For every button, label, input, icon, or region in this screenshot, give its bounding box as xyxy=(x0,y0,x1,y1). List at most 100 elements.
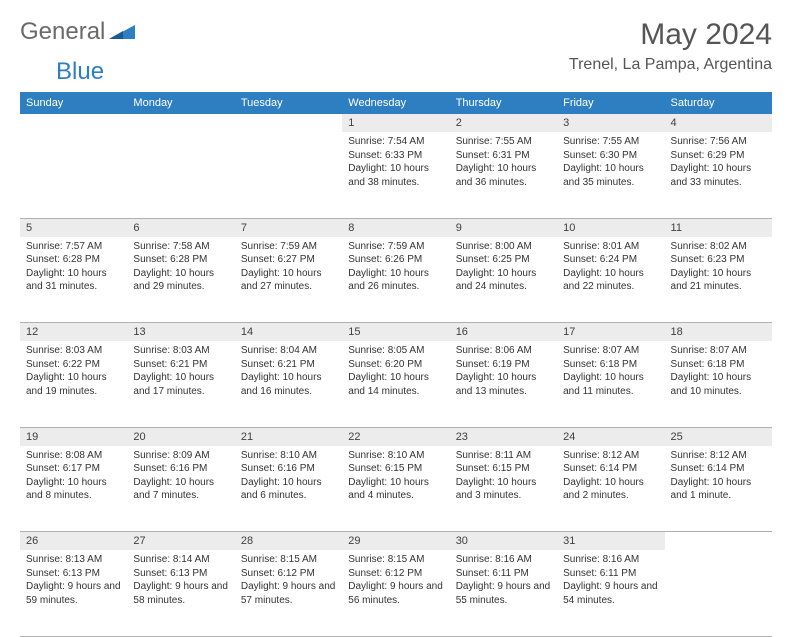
day-body-cell: Sunrise: 7:58 AMSunset: 6:28 PMDaylight:… xyxy=(127,237,234,323)
day-number-cell: 14 xyxy=(235,323,342,342)
day-body-cell: Sunrise: 8:07 AMSunset: 6:18 PMDaylight:… xyxy=(557,341,664,427)
day-body-cell: Sunrise: 8:06 AMSunset: 6:19 PMDaylight:… xyxy=(450,341,557,427)
sun-times: Sunrise: 7:55 AMSunset: 6:31 PMDaylight:… xyxy=(450,132,557,195)
weekday-header: Friday xyxy=(557,92,664,114)
day-body-cell: Sunrise: 8:16 AMSunset: 6:11 PMDaylight:… xyxy=(557,550,664,636)
day-body-cell: Sunrise: 8:10 AMSunset: 6:15 PMDaylight:… xyxy=(342,446,449,532)
day-body-cell: Sunrise: 7:59 AMSunset: 6:26 PMDaylight:… xyxy=(342,237,449,323)
day-number-cell: 4 xyxy=(665,114,772,132)
day-body-cell xyxy=(235,132,342,218)
day-number-cell: 7 xyxy=(235,218,342,237)
day-number-cell: 8 xyxy=(342,218,449,237)
day-number-cell: 2 xyxy=(450,114,557,132)
day-body-cell: Sunrise: 8:12 AMSunset: 6:14 PMDaylight:… xyxy=(557,446,664,532)
day-number-row: 1234 xyxy=(20,114,772,132)
day-body-cell: Sunrise: 8:07 AMSunset: 6:18 PMDaylight:… xyxy=(665,341,772,427)
sun-times: Sunrise: 8:00 AMSunset: 6:25 PMDaylight:… xyxy=(450,237,557,300)
day-number-cell: 5 xyxy=(20,218,127,237)
sun-times: Sunrise: 7:59 AMSunset: 6:26 PMDaylight:… xyxy=(342,237,449,300)
sun-times: Sunrise: 8:03 AMSunset: 6:22 PMDaylight:… xyxy=(20,341,127,404)
month-title: May 2024 xyxy=(569,18,772,52)
logo: General xyxy=(20,18,137,46)
day-number-cell: 23 xyxy=(450,427,557,446)
day-number-cell: 18 xyxy=(665,323,772,342)
weekday-header: Thursday xyxy=(450,92,557,114)
sun-times: Sunrise: 8:16 AMSunset: 6:11 PMDaylight:… xyxy=(450,550,557,613)
day-body-row: Sunrise: 8:13 AMSunset: 6:13 PMDaylight:… xyxy=(20,550,772,636)
sun-times: Sunrise: 7:58 AMSunset: 6:28 PMDaylight:… xyxy=(127,237,234,300)
day-number-cell xyxy=(665,532,772,551)
day-number-cell: 17 xyxy=(557,323,664,342)
calendar-table: SundayMondayTuesdayWednesdayThursdayFrid… xyxy=(20,92,772,637)
sun-times: Sunrise: 8:05 AMSunset: 6:20 PMDaylight:… xyxy=(342,341,449,404)
logo-triangle-icon xyxy=(109,18,135,46)
day-body-cell: Sunrise: 8:00 AMSunset: 6:25 PMDaylight:… xyxy=(450,237,557,323)
day-body-cell: Sunrise: 8:03 AMSunset: 6:22 PMDaylight:… xyxy=(20,341,127,427)
day-number-cell: 12 xyxy=(20,323,127,342)
day-body-cell: Sunrise: 8:12 AMSunset: 6:14 PMDaylight:… xyxy=(665,446,772,532)
day-body-cell: Sunrise: 8:08 AMSunset: 6:17 PMDaylight:… xyxy=(20,446,127,532)
sun-times: Sunrise: 8:11 AMSunset: 6:15 PMDaylight:… xyxy=(450,446,557,509)
day-body-cell: Sunrise: 8:01 AMSunset: 6:24 PMDaylight:… xyxy=(557,237,664,323)
weekday-header: Wednesday xyxy=(342,92,449,114)
day-body-cell: Sunrise: 7:56 AMSunset: 6:29 PMDaylight:… xyxy=(665,132,772,218)
day-number-cell: 31 xyxy=(557,532,664,551)
day-number-row: 262728293031 xyxy=(20,532,772,551)
day-body-row: Sunrise: 7:57 AMSunset: 6:28 PMDaylight:… xyxy=(20,237,772,323)
day-number-cell xyxy=(127,114,234,132)
title-block: May 2024 Trenel, La Pampa, Argentina xyxy=(569,18,772,74)
day-body-cell: Sunrise: 7:57 AMSunset: 6:28 PMDaylight:… xyxy=(20,237,127,323)
weekday-header-row: SundayMondayTuesdayWednesdayThursdayFrid… xyxy=(20,92,772,114)
sun-times: Sunrise: 8:02 AMSunset: 6:23 PMDaylight:… xyxy=(665,237,772,300)
day-number-cell: 27 xyxy=(127,532,234,551)
day-number-cell xyxy=(20,114,127,132)
sun-times: Sunrise: 8:03 AMSunset: 6:21 PMDaylight:… xyxy=(127,341,234,404)
weekday-header: Saturday xyxy=(665,92,772,114)
weekday-header: Sunday xyxy=(20,92,127,114)
day-number-row: 19202122232425 xyxy=(20,427,772,446)
day-body-row: Sunrise: 7:54 AMSunset: 6:33 PMDaylight:… xyxy=(20,132,772,218)
sun-times: Sunrise: 7:54 AMSunset: 6:33 PMDaylight:… xyxy=(342,132,449,195)
day-body-cell: Sunrise: 8:09 AMSunset: 6:16 PMDaylight:… xyxy=(127,446,234,532)
weekday-header: Monday xyxy=(127,92,234,114)
day-body-cell: Sunrise: 8:10 AMSunset: 6:16 PMDaylight:… xyxy=(235,446,342,532)
day-body-cell: Sunrise: 8:15 AMSunset: 6:12 PMDaylight:… xyxy=(342,550,449,636)
sun-times: Sunrise: 8:12 AMSunset: 6:14 PMDaylight:… xyxy=(665,446,772,509)
sun-times: Sunrise: 8:08 AMSunset: 6:17 PMDaylight:… xyxy=(20,446,127,509)
day-body-cell: Sunrise: 7:54 AMSunset: 6:33 PMDaylight:… xyxy=(342,132,449,218)
day-number-cell: 11 xyxy=(665,218,772,237)
day-number-cell: 24 xyxy=(557,427,664,446)
logo-text-general: General xyxy=(20,18,105,46)
sun-times: Sunrise: 8:12 AMSunset: 6:14 PMDaylight:… xyxy=(557,446,664,509)
day-body-cell: Sunrise: 7:55 AMSunset: 6:30 PMDaylight:… xyxy=(557,132,664,218)
day-number-cell: 29 xyxy=(342,532,449,551)
sun-times: Sunrise: 8:10 AMSunset: 6:16 PMDaylight:… xyxy=(235,446,342,509)
day-body-cell: Sunrise: 8:16 AMSunset: 6:11 PMDaylight:… xyxy=(450,550,557,636)
sun-times: Sunrise: 8:15 AMSunset: 6:12 PMDaylight:… xyxy=(235,550,342,613)
day-number-cell: 20 xyxy=(127,427,234,446)
sun-times: Sunrise: 7:56 AMSunset: 6:29 PMDaylight:… xyxy=(665,132,772,195)
day-number-cell: 25 xyxy=(665,427,772,446)
day-number-cell: 3 xyxy=(557,114,664,132)
day-body-cell: Sunrise: 8:03 AMSunset: 6:21 PMDaylight:… xyxy=(127,341,234,427)
sun-times: Sunrise: 8:09 AMSunset: 6:16 PMDaylight:… xyxy=(127,446,234,509)
location: Trenel, La Pampa, Argentina xyxy=(569,56,772,74)
weekday-header: Tuesday xyxy=(235,92,342,114)
sun-times: Sunrise: 8:10 AMSunset: 6:15 PMDaylight:… xyxy=(342,446,449,509)
day-body-row: Sunrise: 8:03 AMSunset: 6:22 PMDaylight:… xyxy=(20,341,772,427)
day-number-cell: 15 xyxy=(342,323,449,342)
day-number-cell: 21 xyxy=(235,427,342,446)
day-number-cell: 10 xyxy=(557,218,664,237)
sun-times: Sunrise: 8:04 AMSunset: 6:21 PMDaylight:… xyxy=(235,341,342,404)
day-number-cell: 26 xyxy=(20,532,127,551)
day-body-cell: Sunrise: 8:11 AMSunset: 6:15 PMDaylight:… xyxy=(450,446,557,532)
day-number-cell: 22 xyxy=(342,427,449,446)
day-body-cell xyxy=(127,132,234,218)
day-body-cell: Sunrise: 8:05 AMSunset: 6:20 PMDaylight:… xyxy=(342,341,449,427)
day-body-cell: Sunrise: 8:15 AMSunset: 6:12 PMDaylight:… xyxy=(235,550,342,636)
day-number-cell: 13 xyxy=(127,323,234,342)
day-number-cell: 16 xyxy=(450,323,557,342)
sun-times: Sunrise: 8:15 AMSunset: 6:12 PMDaylight:… xyxy=(342,550,449,613)
logo-text-blue: Blue xyxy=(56,58,104,86)
day-body-cell: Sunrise: 7:59 AMSunset: 6:27 PMDaylight:… xyxy=(235,237,342,323)
